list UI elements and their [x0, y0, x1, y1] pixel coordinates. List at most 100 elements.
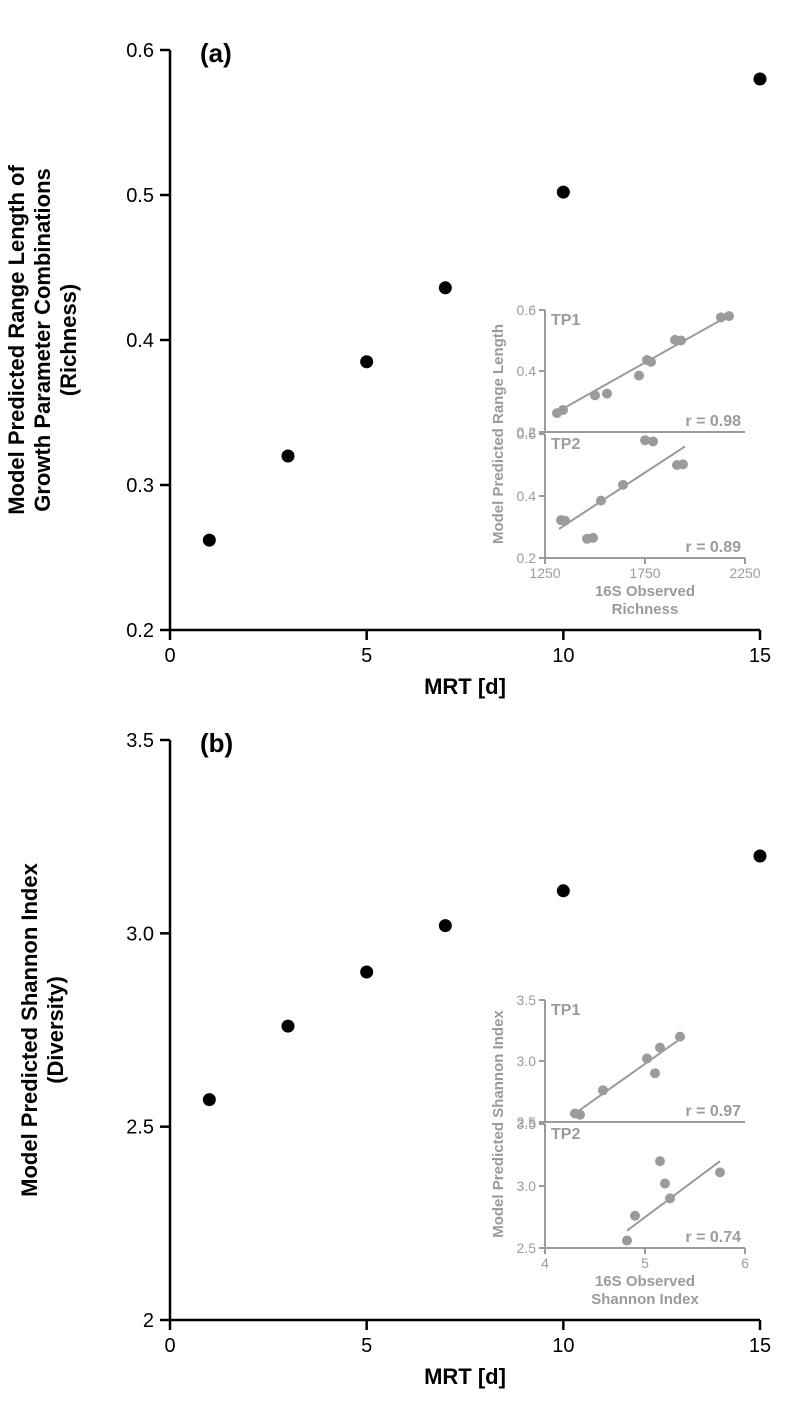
y-tick-label: 0.5	[126, 185, 154, 207]
inset-data-point	[642, 1054, 652, 1064]
panel-label: (a)	[200, 38, 232, 68]
inset-tp-label: TP2	[551, 436, 580, 453]
figure-container: 0 5 10 15 0.2 0.3 0.4 0.5 0.6 MRT [d] Model Predic…	[0, 0, 800, 1401]
inset-y-tick-label: 0.4	[517, 363, 537, 379]
inset-data-point	[655, 1156, 665, 1166]
inset-data-point	[665, 1193, 675, 1203]
inset-trendline	[555, 315, 729, 413]
inset-x-axis-title: 16S Observed	[595, 1273, 695, 1290]
inset-data-point	[630, 1211, 640, 1221]
inset-data-point	[715, 1167, 725, 1177]
inset-tp-label: TP2	[551, 1126, 580, 1143]
inset-y-tick-label: 3.0	[517, 1053, 537, 1069]
inset-x-tick-label: 1750	[629, 565, 660, 581]
y-tick-label: 0.6	[126, 40, 154, 62]
inset-y-tick-label: 3.5	[517, 992, 537, 1008]
inset-r-label: r = 0.89	[685, 539, 741, 556]
inset-x-tick-label: 4	[541, 1255, 549, 1271]
x-tick-label: 10	[552, 645, 574, 667]
inset-data-point	[590, 390, 600, 400]
inset-y-tick-label: 3.0	[517, 1178, 537, 1194]
x-tick-label: 0	[164, 1335, 175, 1357]
inset-subplot: 0.20.40.6TP1r = 0.98	[517, 302, 745, 440]
panel-label: (b)	[200, 728, 233, 758]
inset-r-label: r = 0.97	[685, 1103, 741, 1120]
inset-data-point	[634, 371, 644, 381]
data-point	[754, 73, 767, 86]
inset-subplot: 2.53.03.5TP1r = 0.97	[517, 992, 745, 1130]
data-point	[557, 884, 570, 897]
y-tick-label: 0.3	[126, 475, 154, 497]
data-point	[439, 919, 452, 932]
x-tick-label: 5	[361, 645, 372, 667]
y-axis-title-line: (Richness)	[56, 284, 81, 396]
inset-data-point	[655, 1043, 665, 1053]
y-tick-label: 3.5	[126, 730, 154, 752]
data-point	[282, 450, 295, 463]
data-point	[282, 1020, 295, 1033]
data-point	[360, 355, 373, 368]
x-tick-label: 5	[361, 1335, 372, 1357]
y-axis-title-line: Model Predicted Shannon Index	[17, 862, 42, 1196]
inset-data-point	[724, 311, 734, 321]
inset-y-tick-label: 0.6	[517, 426, 537, 442]
inset-r-label: r = 0.98	[685, 413, 741, 430]
y-tick-label: 2.5	[126, 1117, 154, 1139]
x-axis-title: MRT [d]	[424, 1364, 506, 1389]
inset-data-point	[676, 336, 686, 346]
inset-x-tick-label: 1250	[529, 565, 560, 581]
y-tick-label: 0.4	[126, 330, 154, 352]
inset-x-tick-label: 2250	[729, 565, 760, 581]
inset-data-point	[646, 357, 656, 367]
data-point	[203, 1093, 216, 1106]
inset-y-tick-label: 2.5	[517, 1240, 537, 1256]
y-tick-label: 3.0	[126, 923, 154, 945]
x-tick-label: 10	[552, 1335, 574, 1357]
inset-subplot: 2.5 3.0 3.5 4 5 6 TP2 r = 0.74	[517, 1116, 750, 1271]
inset-x-tick-label: 5	[641, 1255, 649, 1271]
inset-data-point	[596, 496, 606, 506]
inset-tp-label: TP1	[551, 312, 580, 329]
inset-data-point	[598, 1085, 608, 1095]
y-axis-title-line: (Diversity)	[43, 976, 68, 1084]
y-axis-title-line: Model Predicted Range Length of	[4, 165, 29, 515]
inset-data-point	[622, 1236, 632, 1246]
inset-y-tick-label: 0.4	[517, 488, 537, 504]
x-tick-label: 15	[749, 645, 771, 667]
inset-data-point	[675, 1032, 685, 1042]
inset-subplot: 0.2 0.4 0.6 1250 1750 2250 TP2 r = 0.89	[517, 426, 761, 581]
inset-tp-label: TP1	[551, 1002, 580, 1019]
inset-data-point	[588, 533, 598, 543]
x-axis-title: MRT [d]	[424, 674, 506, 699]
inset-y-tick-label: 0.2	[517, 550, 537, 566]
x-tick-label: 0	[164, 645, 175, 667]
data-point	[557, 186, 570, 199]
y-tick-label: 0.2	[126, 620, 154, 642]
inset-x-axis-title: Shannon Index	[591, 1291, 699, 1308]
inset-data-point	[560, 516, 570, 526]
x-tick-label: 15	[749, 1335, 771, 1357]
data-point	[360, 966, 373, 979]
data-point	[439, 281, 452, 294]
inset-x-tick-label: 6	[741, 1255, 749, 1271]
y-tick-label: 2	[143, 1310, 154, 1332]
inset-x-axis-title: Richness	[612, 601, 679, 618]
inset-data-point	[678, 459, 688, 469]
inset-y-tick-label: 3.5	[517, 1116, 537, 1132]
inset-x-axis-title: 16S Observed	[595, 583, 695, 600]
data-point	[203, 534, 216, 547]
inset-y-axis-title: Model Predicted Range Length	[490, 324, 507, 544]
inset-data-point	[602, 389, 612, 399]
y-axis-title-line: Growth Parameter Combinations	[30, 168, 55, 512]
inset-data-point	[575, 1110, 585, 1120]
inset-data-point	[660, 1179, 670, 1189]
inset-r-label: r = 0.74	[685, 1229, 741, 1246]
data-point	[754, 850, 767, 863]
inset-data-point	[558, 405, 568, 415]
inset-y-axis-title: Model Predicted Shannon Index	[490, 1010, 507, 1238]
figure-svg: 0 5 10 15 0.2 0.3 0.4 0.5 0.6 MRT [d] Model Predic…	[0, 0, 800, 1401]
inset-y-tick-label: 0.6	[517, 302, 537, 318]
axes	[170, 740, 760, 1320]
inset-data-point	[650, 1068, 660, 1078]
inset-data-point	[618, 480, 628, 490]
